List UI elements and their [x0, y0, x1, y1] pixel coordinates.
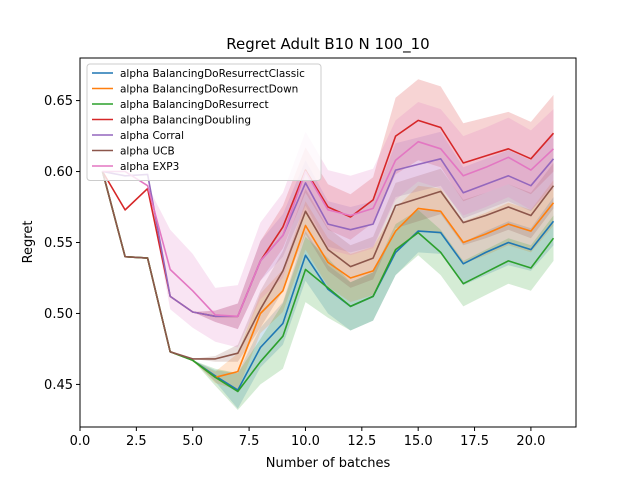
x-tick-label: 10.0: [291, 434, 320, 449]
legend-label-4: alpha Corral: [120, 130, 184, 142]
x-tick-label: 7.5: [239, 434, 260, 449]
legend-label-6: alpha EXP3: [120, 161, 179, 173]
series-band-2: [102, 171, 554, 410]
x-tick-label: 0.0: [70, 434, 91, 449]
series-band-4: [102, 131, 554, 330]
series-band-3: [102, 79, 554, 330]
x-axis-ticks: 0.0 2.5 5.0 7.5 10.0 12.5 15.0 17.5 20.0: [70, 427, 545, 449]
x-tick-label: 20.0: [516, 434, 545, 449]
x-tick-label: 2.5: [126, 434, 147, 449]
x-axis-label: Number of batches: [266, 456, 391, 471]
y-tick-label: 0.65: [44, 94, 73, 109]
y-axis-ticks: 0.45 0.50 0.55 0.60 0.65: [44, 94, 80, 393]
legend-label-1: alpha BalancingDoResurrectDown: [120, 83, 298, 95]
legend: alpha BalancingDoResurrectClassic alpha B…: [86, 63, 322, 181]
legend-label-5: alpha UCB: [120, 145, 175, 157]
x-tick-label: 17.5: [460, 434, 489, 449]
series-line-5: [101, 171, 555, 360]
legend-label-2: alpha BalancingDoResurrect: [120, 99, 269, 111]
legend-box: [86, 63, 322, 181]
y-tick-label: 0.60: [44, 165, 73, 180]
x-tick-label: 12.5: [347, 434, 376, 449]
x-tick-label: 5.0: [182, 434, 203, 449]
legend-label-3: alpha BalancingDoubling: [120, 114, 251, 126]
series-band-1: [102, 171, 554, 391]
y-tick-label: 0.55: [44, 236, 73, 251]
y-tick-label: 0.45: [44, 378, 73, 393]
series-line-4: [102, 158, 555, 318]
y-tick-label: 0.50: [44, 307, 73, 322]
legend-label-0: alpha BalancingDoResurrectClassic: [120, 68, 305, 80]
x-tick-label: 15.0: [404, 434, 433, 449]
y-axis-label: Regret: [21, 221, 36, 264]
series-line-6: [102, 140, 555, 318]
chart-title: Regret Adult B10 N 100_10: [226, 35, 429, 54]
series-lines: [101, 119, 555, 393]
